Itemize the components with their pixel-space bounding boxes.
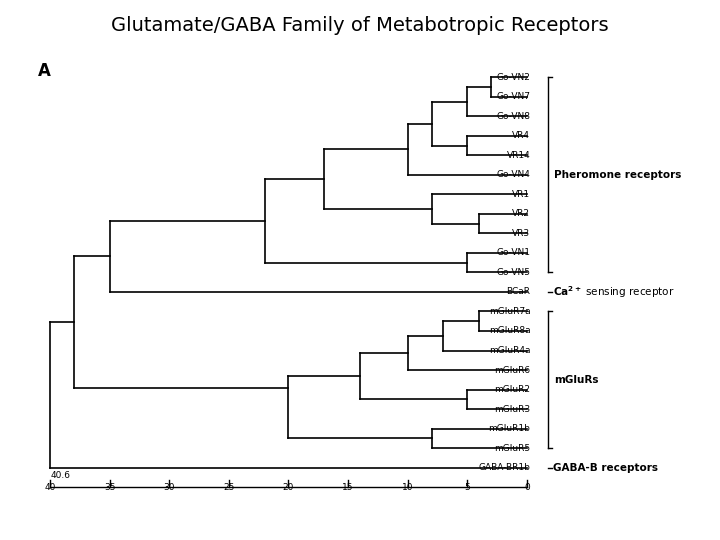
Text: VR4: VR4 — [513, 131, 531, 140]
Text: 30: 30 — [163, 483, 175, 492]
Text: Glutamate/GABA Family of Metabotropic Receptors: Glutamate/GABA Family of Metabotropic Re… — [111, 16, 609, 35]
Text: mGluR4a: mGluR4a — [489, 346, 531, 355]
Text: VR1: VR1 — [513, 190, 531, 199]
Text: 15: 15 — [342, 483, 354, 492]
Text: Go-VN8: Go-VN8 — [496, 112, 531, 121]
Text: BCaR: BCaR — [506, 287, 531, 296]
Text: Go-VN2: Go-VN2 — [497, 73, 531, 82]
Text: mGluR6: mGluR6 — [495, 366, 531, 375]
Text: VR3: VR3 — [513, 229, 531, 238]
Text: mGluR8a: mGluR8a — [489, 327, 531, 335]
Text: 5: 5 — [464, 483, 470, 492]
Text: Go-VN4: Go-VN4 — [497, 171, 531, 179]
Text: 25: 25 — [223, 483, 235, 492]
Text: mGluR1b: mGluR1b — [489, 424, 531, 433]
Text: 40.6: 40.6 — [50, 471, 70, 481]
Text: 40: 40 — [45, 483, 56, 492]
Text: $\mathbf{Ca^{2+}}$ sensing receptor: $\mathbf{Ca^{2+}}$ sensing receptor — [553, 284, 675, 300]
Text: mGluR5: mGluR5 — [495, 443, 531, 453]
Text: mGluR2: mGluR2 — [495, 385, 531, 394]
Text: Pheromone receptors: Pheromone receptors — [554, 170, 682, 180]
Text: Go-VN5: Go-VN5 — [496, 268, 531, 277]
Text: 10: 10 — [402, 483, 413, 492]
Text: A: A — [38, 62, 51, 80]
Text: GABA-B receptors: GABA-B receptors — [553, 463, 658, 472]
Text: VR2: VR2 — [513, 210, 531, 219]
Text: 35: 35 — [104, 483, 115, 492]
Text: Go-VN7: Go-VN7 — [496, 92, 531, 102]
Text: GABA-BR1b: GABA-BR1b — [479, 463, 531, 472]
Text: Go-VN1: Go-VN1 — [496, 248, 531, 258]
Text: mGluR3: mGluR3 — [495, 404, 531, 414]
Text: mGluRs: mGluRs — [554, 375, 599, 385]
Text: VR14: VR14 — [507, 151, 531, 160]
Text: 20: 20 — [283, 483, 294, 492]
Text: mGluR7a: mGluR7a — [489, 307, 531, 316]
Text: 0: 0 — [524, 483, 530, 492]
